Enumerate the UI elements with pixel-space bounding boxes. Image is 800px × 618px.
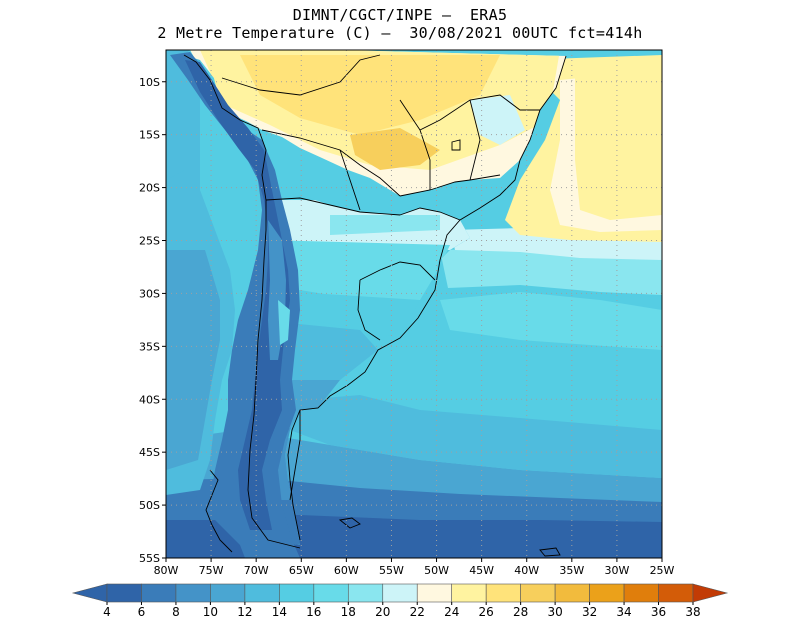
lon-tick-label: 60W — [334, 564, 359, 577]
colorbar-swatch — [210, 583, 246, 603]
lon-tick-label: 65W — [289, 564, 314, 577]
lon-tick-label: 40W — [514, 564, 539, 577]
colorbar-swatch — [416, 583, 453, 603]
colorbar-swatch — [244, 583, 280, 603]
lat-tick-label: 50S — [139, 499, 160, 512]
colorbar-label: 4 — [103, 605, 111, 618]
colorbar-label: 24 — [444, 605, 459, 618]
colorbar-label: 30 — [547, 605, 562, 618]
colorbar-swatch — [658, 583, 694, 603]
colorbar-label: 20 — [375, 605, 390, 618]
lon-tick-label: 80W — [154, 564, 179, 577]
colorbar-label: 22 — [410, 605, 425, 618]
colorbar-label: 12 — [237, 605, 252, 618]
colorbar-swatch — [279, 583, 315, 603]
title-line-1: DIMNT/CGCT/INPE – ERA5 — [292, 6, 508, 24]
colorbar-label: 38 — [685, 605, 700, 618]
colorbar-swatch — [520, 583, 556, 603]
colorbar-label: 36 — [651, 605, 666, 618]
temperature-field — [166, 50, 662, 558]
lon-tick-label: 35W — [559, 564, 584, 577]
colorbar-swatch — [451, 583, 487, 603]
colorbar-swatch — [313, 583, 349, 603]
lon-tick-label: 70W — [244, 564, 269, 577]
colorbar-arrow-low — [71, 583, 108, 603]
colorbar-label: 8 — [172, 605, 180, 618]
colorbar-swatch — [141, 583, 177, 603]
colorbar-label: 6 — [138, 605, 146, 618]
lat-tick-label: 20S — [139, 182, 160, 195]
colorbar-label: 10 — [203, 605, 218, 618]
lon-tick-label: 55W — [379, 564, 404, 577]
title-line-2: 2 Metre Temperature (C) – 30/08/2021 00U… — [157, 24, 643, 42]
colorbar-label: 26 — [479, 605, 494, 618]
lat-tick-label: 15S — [139, 129, 160, 142]
latitude-axis: 10S 15S 20S 25S 30S 35S 40S 45S 50S 55S — [139, 76, 166, 565]
colorbar: 4 6 8 10 12 14 16 18 20 22 24 26 28 30 32 34 36 38 — [71, 583, 729, 618]
lon-tick-label: 30W — [604, 564, 629, 577]
colorbar-swatch — [623, 583, 659, 603]
lon-tick-label: 75W — [199, 564, 224, 577]
lat-tick-label: 40S — [139, 393, 160, 406]
colorbar-swatch — [382, 583, 418, 603]
lat-tick-label: 35S — [139, 340, 160, 353]
colorbar-swatch — [106, 583, 142, 603]
colorbar-swatch — [485, 583, 521, 603]
lon-tick-label: 45W — [469, 564, 494, 577]
lat-tick-label: 30S — [139, 287, 160, 300]
lon-tick-label: 50W — [424, 564, 449, 577]
lat-tick-label: 45S — [139, 446, 160, 459]
lat-tick-label: 55S — [139, 552, 160, 565]
colorbar-label: 16 — [306, 605, 321, 618]
colorbar-swatch — [589, 583, 625, 603]
colorbar-arrow-high — [692, 583, 729, 603]
lat-tick-label: 10S — [139, 76, 160, 89]
colorbar-swatch — [554, 583, 590, 603]
colorbar-label: 34 — [616, 605, 631, 618]
lat-tick-label: 25S — [139, 235, 160, 248]
lon-tick-label: 25W — [650, 564, 675, 577]
colorbar-label: 14 — [272, 605, 287, 618]
colorbar-swatch — [347, 583, 384, 603]
colorbar-label: 32 — [582, 605, 597, 618]
coastlines — [183, 54, 567, 557]
colorbar-swatch — [175, 583, 211, 603]
colorbar-label: 28 — [513, 605, 528, 618]
longitude-axis: 80W 75W 70W 65W 60W 55W 50W 45W 40W 35W 30W 25W — [154, 558, 675, 577]
map-frame — [165, 49, 663, 559]
colorbar-label: 18 — [341, 605, 356, 618]
